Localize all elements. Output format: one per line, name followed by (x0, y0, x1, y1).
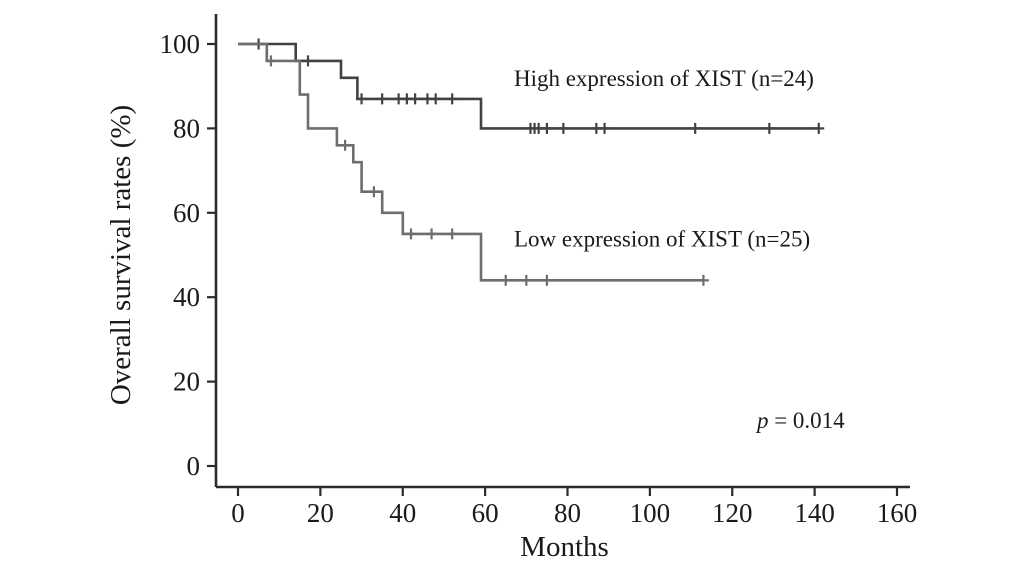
y-tick-label: 40 (173, 282, 200, 312)
censor-mark (697, 274, 709, 286)
censor-mark (265, 55, 277, 67)
x-tick-label: 100 (630, 498, 671, 528)
censor-mark (376, 93, 388, 105)
censor-mark (446, 228, 458, 240)
y-axis-title: Overall survival rates (%) (105, 105, 137, 405)
censor-mark (430, 93, 442, 105)
x-tick-label: 60 (472, 498, 499, 528)
series-label-1: Low expression of XIST (n=25) (514, 227, 810, 252)
censor-mark (356, 93, 368, 105)
censor-mark (409, 93, 421, 105)
censor-mark (302, 55, 314, 67)
series-1: Low expression of XIST (n=25) (238, 42, 810, 286)
censor-mark (339, 139, 351, 151)
x-tick-label: 160 (877, 498, 918, 528)
censor-mark (405, 228, 417, 240)
x-tick-label: 120 (712, 498, 753, 528)
y-tick-label: 100 (160, 29, 201, 59)
x-tick-label: 20 (307, 498, 334, 528)
y-tick-label: 20 (173, 367, 200, 397)
x-axis-title: Months (520, 531, 609, 563)
censor-mark (557, 122, 569, 134)
censor-mark (446, 93, 458, 105)
p-value-number: = 0.014 (768, 408, 845, 433)
series-step-line (238, 42, 704, 282)
censor-mark (763, 122, 775, 134)
censor-mark (689, 122, 701, 134)
censor-mark (813, 122, 825, 134)
censor-mark (426, 228, 438, 240)
censor-mark (541, 122, 553, 134)
x-tick-label: 40 (389, 498, 416, 528)
series-step-line (238, 42, 819, 130)
censor-mark (599, 122, 611, 134)
y-tick-label: 80 (173, 113, 200, 143)
censor-mark (368, 186, 380, 198)
x-tick-label: 80 (554, 498, 581, 528)
series-label-0: High expression of XIST (n=24) (514, 66, 814, 91)
y-tick-label: 0 (187, 451, 201, 481)
censor-mark (500, 274, 512, 286)
censor-mark (541, 274, 553, 286)
censor-mark (520, 274, 532, 286)
series-0: High expression of XIST (n=24) (238, 38, 825, 134)
x-tick-label: 140 (794, 498, 835, 528)
y-tick-label: 60 (173, 198, 200, 228)
p-value-symbol: p (755, 408, 769, 433)
x-tick-label: 0 (231, 498, 245, 528)
p-value-label: p = 0.014 (755, 408, 845, 433)
